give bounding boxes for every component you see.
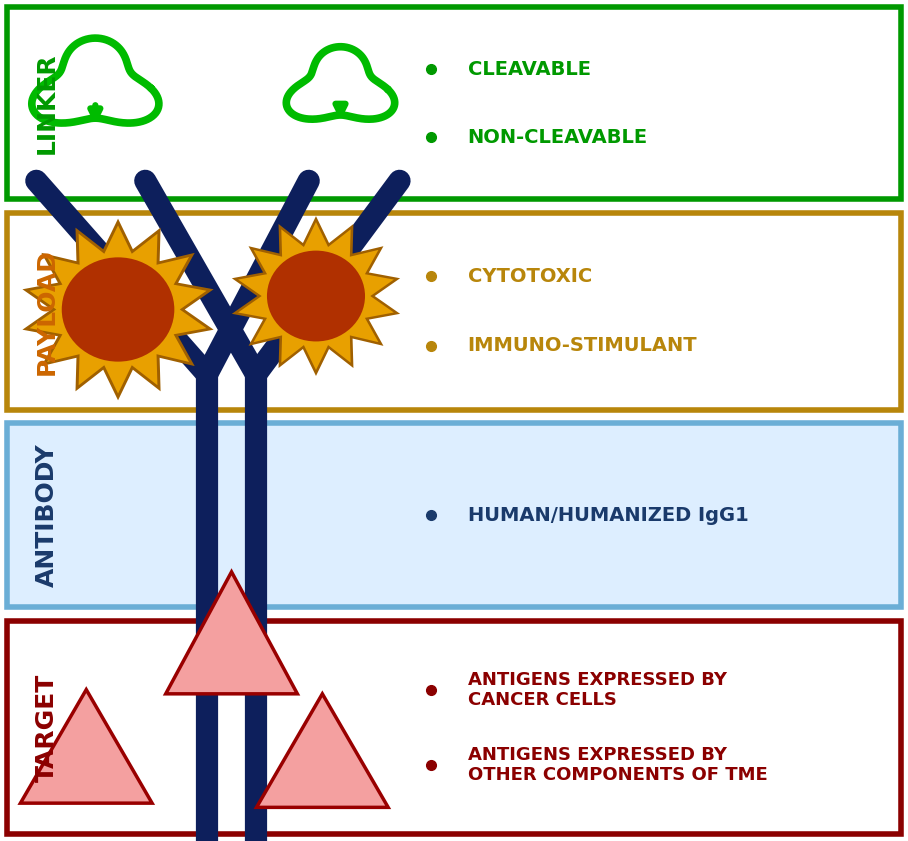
Text: TARGET: TARGET — [35, 674, 59, 781]
Polygon shape — [257, 694, 389, 807]
FancyBboxPatch shape — [7, 423, 901, 607]
Circle shape — [267, 251, 365, 341]
Polygon shape — [166, 572, 298, 694]
Text: NON-CLEAVABLE: NON-CLEAVABLE — [468, 128, 647, 146]
FancyBboxPatch shape — [7, 621, 901, 834]
Polygon shape — [21, 690, 152, 803]
Polygon shape — [232, 216, 400, 376]
Text: HUMAN/HUMANIZED IgG1: HUMAN/HUMANIZED IgG1 — [468, 505, 748, 525]
Text: LINKER: LINKER — [35, 52, 59, 154]
FancyBboxPatch shape — [7, 213, 901, 410]
Text: ANTIGENS EXPRESSED BY
OTHER COMPONENTS OF TME: ANTIGENS EXPRESSED BY OTHER COMPONENTS O… — [468, 745, 767, 785]
Polygon shape — [238, 222, 394, 370]
Polygon shape — [23, 219, 213, 400]
Text: CYTOTOXIC: CYTOTOXIC — [468, 267, 592, 286]
Polygon shape — [30, 225, 206, 394]
Circle shape — [62, 257, 174, 362]
Text: ANTIBODY: ANTIBODY — [35, 443, 59, 587]
Text: CLEAVABLE: CLEAVABLE — [468, 60, 590, 78]
Text: PAYLOAD: PAYLOAD — [35, 248, 59, 374]
Text: ANTIGENS EXPRESSED BY
CANCER CELLS: ANTIGENS EXPRESSED BY CANCER CELLS — [468, 670, 726, 710]
FancyBboxPatch shape — [7, 7, 901, 199]
Text: IMMUNO-STIMULANT: IMMUNO-STIMULANT — [468, 336, 697, 356]
